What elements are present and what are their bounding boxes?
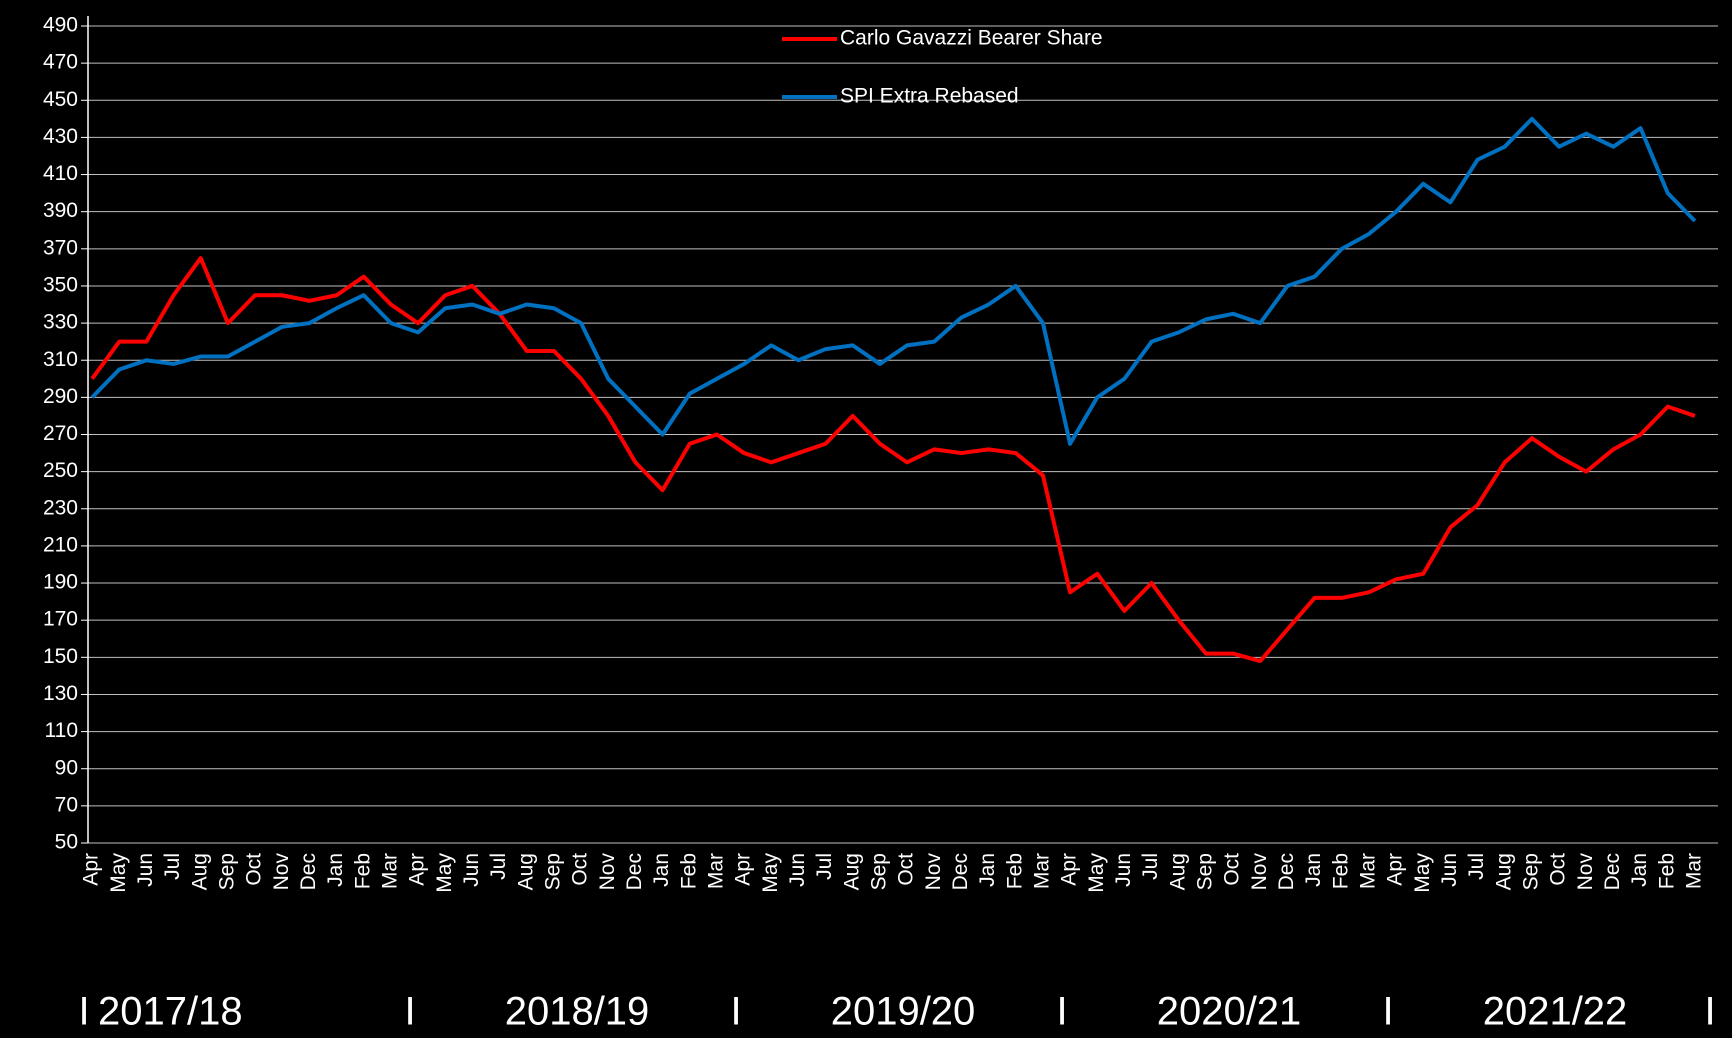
y-tick-label: 210 <box>43 533 78 556</box>
x-tick-label: Sep <box>1519 853 1542 890</box>
x-tick-label: Nov <box>270 853 293 891</box>
x-tick-label: Jun <box>1438 853 1461 887</box>
y-tick-label: 90 <box>55 756 78 779</box>
y-tick-label: 170 <box>43 608 78 631</box>
period-separator: I <box>730 990 741 1034</box>
y-tick-label: 270 <box>43 422 78 445</box>
x-tick-label: Aug <box>1492 853 1515 890</box>
y-tick-label: 250 <box>43 459 78 482</box>
y-tick-label: 450 <box>43 88 78 111</box>
y-tick-label: 390 <box>43 199 78 222</box>
y-tick-label: 110 <box>45 719 78 742</box>
x-tick-label: Nov <box>1248 853 1271 891</box>
y-tick-label: 490 <box>43 14 78 37</box>
y-tick-label: 290 <box>43 385 78 408</box>
x-tick-label: May <box>1085 853 1108 893</box>
period-label: 2017/18 <box>98 990 243 1034</box>
y-tick-label: 150 <box>43 645 78 668</box>
x-tick-label: Jan <box>1302 853 1325 887</box>
x-tick-label: Jan <box>324 853 347 887</box>
period-label: 2020/21 <box>1157 990 1302 1034</box>
x-tick-label: Dec <box>1601 853 1624 890</box>
x-tick-label: May <box>1411 853 1434 893</box>
x-tick-label: Sep <box>867 853 890 890</box>
x-tick-label: Sep <box>541 853 564 890</box>
y-tick-label: 370 <box>43 236 78 259</box>
y-tick-label: 130 <box>43 682 78 705</box>
period-separator: I <box>404 990 415 1034</box>
x-tick-label: Apr <box>1058 853 1081 886</box>
x-tick-label: Apr <box>732 853 755 886</box>
x-tick-label: Aug <box>1166 853 1189 890</box>
x-tick-label: Jul <box>161 853 184 880</box>
x-tick-label: Dec <box>1275 853 1298 890</box>
x-tick-label: Dec <box>623 853 646 890</box>
period-separator: I <box>1056 990 1067 1034</box>
y-tick-label: 410 <box>43 162 78 185</box>
period-separator: I <box>1382 990 1393 1034</box>
x-tick-label: Feb <box>677 853 700 889</box>
x-tick-label: Dec <box>949 853 972 890</box>
x-tick-label: Sep <box>215 853 238 890</box>
x-tick-label: Jun <box>134 853 157 887</box>
x-tick-label: Jan <box>650 853 673 887</box>
x-tick-label: Jul <box>1465 853 1488 880</box>
x-tick-label: Nov <box>922 853 945 891</box>
x-tick-label: Sep <box>1193 853 1216 890</box>
x-tick-label: Jan <box>976 853 999 887</box>
x-tick-label: Feb <box>1329 853 1352 889</box>
period-label: 2019/20 <box>831 990 976 1034</box>
y-tick-label: 470 <box>43 51 78 74</box>
x-tick-label: Oct <box>1547 853 1570 886</box>
x-tick-label: Oct <box>895 853 918 886</box>
series-line <box>90 256 1696 664</box>
x-tick-label: Aug <box>840 853 863 890</box>
x-tick-label: Mar <box>378 853 401 889</box>
x-tick-label: Feb <box>1003 853 1026 889</box>
x-tick-label: Jan <box>1628 853 1651 887</box>
x-tick-label: Apr <box>406 853 429 886</box>
period-separator: I <box>78 990 89 1034</box>
x-tick-label: Feb <box>1655 853 1678 889</box>
y-tick-label: 50 <box>55 831 78 854</box>
x-tick-label: Jul <box>487 853 510 880</box>
x-tick-label: Aug <box>514 853 537 890</box>
y-tick-label: 350 <box>43 274 78 297</box>
x-tick-label: Jun <box>1112 853 1135 887</box>
x-tick-label: Oct <box>569 853 592 886</box>
x-tick-label: Oct <box>243 853 266 886</box>
y-tick-label: 190 <box>43 571 78 594</box>
x-tick-label: Mar <box>1030 853 1053 889</box>
y-tick-label: 430 <box>43 125 78 148</box>
x-tick-label: Jul <box>1139 853 1162 880</box>
period-separator: I <box>1704 990 1715 1034</box>
y-tick-label: 70 <box>55 793 78 816</box>
legend-label: Carlo Gavazzi Bearer Share <box>840 27 1103 50</box>
x-tick-label: Dec <box>297 853 320 890</box>
x-tick-label: May <box>433 853 456 893</box>
x-tick-label: Mar <box>1682 853 1705 889</box>
x-tick-label: Apr <box>80 853 103 886</box>
x-tick-label: Apr <box>1384 853 1407 886</box>
x-tick-label: Mar <box>1356 853 1379 889</box>
y-tick-label: 310 <box>43 348 78 371</box>
x-tick-label: Jul <box>813 853 836 880</box>
x-tick-label: Nov <box>1574 853 1597 891</box>
x-tick-label: Jun <box>460 853 483 887</box>
x-tick-label: Jun <box>786 853 809 887</box>
x-tick-label: Feb <box>351 853 374 889</box>
x-tick-label: Oct <box>1221 853 1244 886</box>
y-tick-label: 330 <box>43 311 78 334</box>
series-line <box>90 116 1697 446</box>
x-tick-label: May <box>759 853 782 893</box>
x-tick-label: Nov <box>596 853 619 891</box>
period-label: 2018/19 <box>505 990 650 1034</box>
y-tick-label: 230 <box>43 496 78 519</box>
x-tick-label: Mar <box>704 853 727 889</box>
period-label: 2021/22 <box>1483 990 1628 1034</box>
legend-label: SPI Extra Rebased <box>840 85 1019 108</box>
x-tick-label: Aug <box>188 853 211 890</box>
x-tick-label: May <box>107 853 130 893</box>
